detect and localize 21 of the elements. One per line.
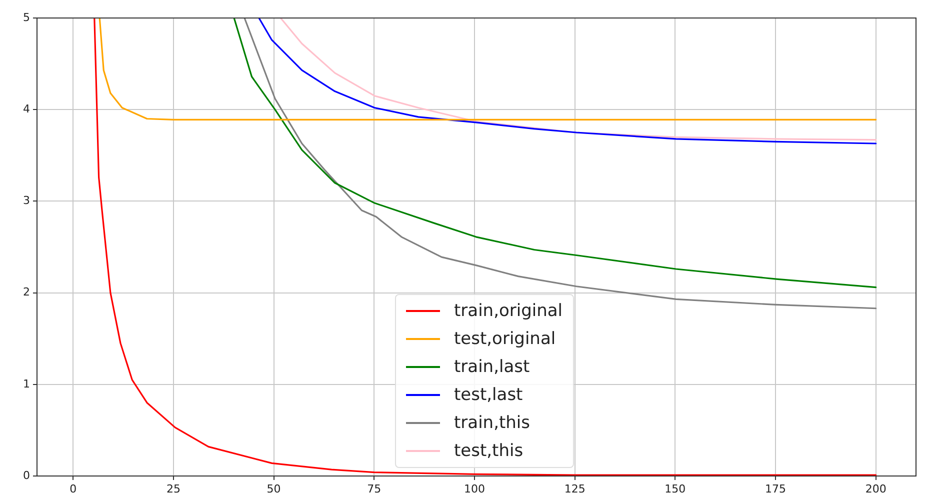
x-tick-label: 175: [765, 482, 786, 496]
y-tick-label: 5: [23, 10, 30, 24]
x-tick-label: 75: [367, 482, 382, 496]
x-tick-label: 150: [664, 482, 686, 496]
legend-label: test,this: [454, 441, 524, 461]
x-tick-label: 0: [70, 482, 77, 496]
x-tick-label: 125: [564, 482, 586, 496]
legend-label: train,last: [454, 357, 530, 377]
y-tick-label: 3: [23, 194, 30, 208]
x-tick-label: 200: [865, 482, 886, 496]
x-tick-label: 25: [166, 482, 180, 496]
legend-label: train,this: [454, 413, 530, 433]
y-tick-label: 0: [23, 468, 30, 482]
legend-label: train,original: [454, 301, 563, 321]
y-tick-label: 1: [23, 377, 30, 390]
legend-label: test,original: [454, 329, 556, 349]
legend-label: test,last: [454, 385, 523, 405]
x-tick-label: 100: [464, 482, 485, 496]
x-tick-label: 50: [266, 482, 281, 496]
y-tick-label: 4: [23, 102, 30, 116]
y-tick-label: 2: [23, 286, 30, 299]
